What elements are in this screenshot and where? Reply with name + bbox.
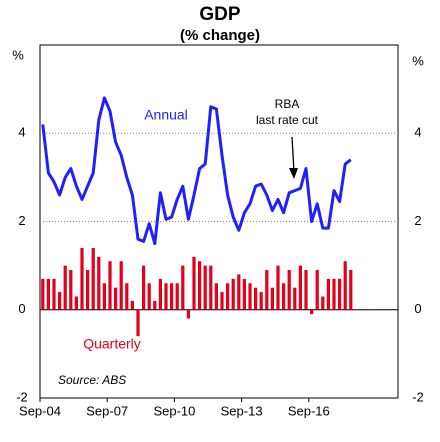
bar bbox=[298, 265, 302, 310]
bar bbox=[181, 265, 185, 310]
bar bbox=[349, 270, 353, 310]
y-tick-label: 4 bbox=[414, 125, 421, 140]
bar bbox=[254, 287, 258, 310]
x-tick-label: Sep-07 bbox=[86, 403, 128, 418]
bar bbox=[153, 300, 157, 310]
bar bbox=[63, 265, 67, 310]
bar bbox=[338, 278, 342, 310]
chart-subtitle: (% change) bbox=[180, 27, 260, 44]
bar bbox=[310, 309, 314, 315]
bar bbox=[130, 300, 134, 310]
y-tick-label: 2 bbox=[414, 213, 421, 228]
bar bbox=[226, 283, 230, 310]
bar bbox=[186, 309, 190, 319]
bar bbox=[86, 270, 90, 310]
bar bbox=[136, 309, 140, 337]
bar bbox=[265, 270, 269, 310]
bar bbox=[114, 287, 118, 310]
bar bbox=[343, 261, 347, 310]
x-tick-label: Sep-13 bbox=[221, 403, 263, 418]
bar bbox=[248, 283, 252, 310]
legend-label: Quarterly bbox=[83, 336, 141, 352]
bar bbox=[304, 270, 308, 310]
bar bbox=[97, 256, 101, 310]
x-tick-label: Sep-10 bbox=[153, 403, 195, 418]
bar bbox=[293, 287, 297, 310]
legend-label: Annual bbox=[144, 107, 188, 123]
bar bbox=[46, 278, 50, 310]
y-tick-label: -2 bbox=[16, 389, 28, 404]
bar bbox=[119, 261, 123, 310]
y-tick-label: 4 bbox=[18, 125, 25, 140]
annotation: last rate cut bbox=[256, 113, 319, 127]
bar bbox=[321, 296, 325, 310]
x-tick-label: Sep-04 bbox=[19, 403, 61, 418]
bar bbox=[192, 256, 196, 310]
bar bbox=[231, 278, 235, 310]
bar bbox=[276, 265, 280, 310]
bar bbox=[209, 265, 213, 310]
annotation-arrow bbox=[291, 136, 295, 173]
bar bbox=[332, 278, 336, 310]
bar bbox=[41, 278, 45, 310]
bar bbox=[259, 292, 263, 310]
bar bbox=[52, 278, 56, 310]
y-tick-label: 0 bbox=[18, 301, 25, 316]
bar bbox=[287, 270, 291, 310]
bar bbox=[220, 292, 224, 310]
bar bbox=[315, 270, 319, 310]
annotation-arrowhead bbox=[289, 168, 298, 179]
source: Source: ABS bbox=[58, 373, 126, 387]
bar bbox=[237, 274, 241, 310]
y-tick-label: -2 bbox=[412, 389, 424, 404]
bar bbox=[170, 283, 174, 310]
bar bbox=[175, 283, 179, 310]
y-tick-label: 0 bbox=[414, 301, 421, 316]
bar bbox=[142, 265, 146, 310]
annotation: RBA bbox=[275, 97, 300, 111]
bar bbox=[80, 247, 84, 310]
chart-title: GDP bbox=[199, 4, 241, 25]
y-unit-left: % bbox=[12, 47, 24, 62]
bar bbox=[326, 278, 330, 310]
bar bbox=[198, 261, 202, 310]
bar bbox=[125, 283, 129, 310]
bar bbox=[242, 278, 246, 310]
bar bbox=[58, 292, 62, 310]
x-tick-label: Sep-16 bbox=[288, 403, 330, 418]
bar bbox=[91, 247, 95, 310]
bar bbox=[214, 283, 218, 310]
y-unit-right: % bbox=[412, 53, 424, 68]
bar bbox=[74, 296, 78, 310]
line bbox=[41, 96, 352, 246]
bar bbox=[164, 283, 168, 310]
bar bbox=[147, 283, 151, 310]
bar bbox=[270, 287, 274, 310]
bar bbox=[203, 265, 207, 310]
bar bbox=[102, 283, 106, 310]
bar bbox=[108, 261, 112, 310]
y-tick-label: 2 bbox=[18, 213, 25, 228]
bar bbox=[282, 283, 286, 310]
bar bbox=[69, 270, 73, 310]
bar bbox=[158, 278, 162, 310]
